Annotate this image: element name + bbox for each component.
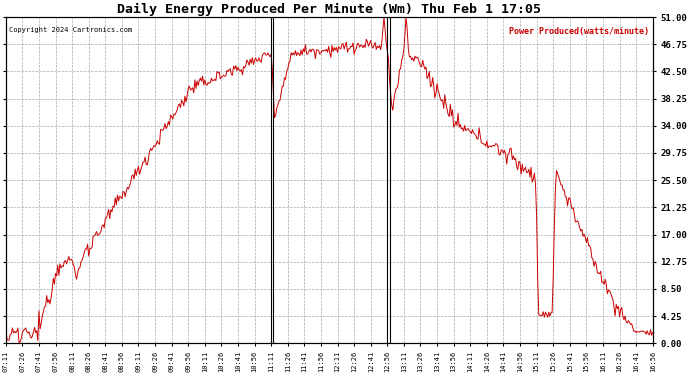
Text: Copyright 2024 Cartronics.com: Copyright 2024 Cartronics.com xyxy=(9,27,132,33)
Title: Daily Energy Produced Per Minute (Wm) Thu Feb 1 17:05: Daily Energy Produced Per Minute (Wm) Th… xyxy=(117,3,541,16)
Text: Power Produced(watts/minute): Power Produced(watts/minute) xyxy=(509,27,649,36)
